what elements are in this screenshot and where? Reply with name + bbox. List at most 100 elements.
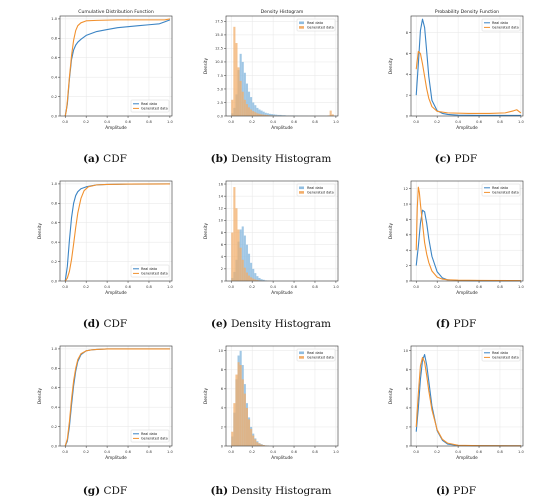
plot-frame bbox=[225, 345, 339, 447]
series-line-real bbox=[415, 18, 521, 117]
y-tick-label: 10 bbox=[403, 349, 408, 353]
x-tick-label: 0.8 bbox=[497, 120, 503, 124]
histogram-bar-generated bbox=[266, 115, 269, 116]
y-tick-label: 0.0 bbox=[51, 444, 57, 448]
chart-svg-a: 0.0 0.2 0.4 0.6 0.8 1.0 0.0 0.2 0.4 0.6 0.8 1.0 Ampl… bbox=[51, 9, 173, 130]
histogram-bar-real bbox=[245, 244, 248, 281]
histogram-bar-generated bbox=[264, 114, 267, 116]
legend-label-real: Real data bbox=[307, 351, 323, 355]
x-tick-label: 1.0 bbox=[333, 285, 339, 289]
histogram-bar-real bbox=[283, 115, 286, 116]
plot-frame bbox=[410, 345, 524, 447]
x-tick-label: 0.4 bbox=[270, 285, 276, 289]
legend-label-real: Real data bbox=[492, 21, 508, 25]
histogram-bar-generated bbox=[239, 365, 242, 446]
chart-panel-a: 0.0 0.2 0.4 0.6 0.8 1.0 0.0 0.2 0.4 0.6 0.8 1.0 Ampl… bbox=[35, 4, 175, 140]
x-tick-label: 1.0 bbox=[518, 285, 524, 289]
caption-h: (h) Density Histogram bbox=[201, 485, 341, 497]
histogram-bar-generated bbox=[256, 442, 259, 446]
x-tick-label: 1.0 bbox=[518, 450, 524, 454]
x-tick-label: 0.8 bbox=[497, 285, 503, 289]
y-tick-label: 1.0 bbox=[51, 182, 57, 186]
legend-label-real: Real data bbox=[141, 267, 157, 271]
histogram-bar-real bbox=[247, 253, 251, 281]
y-tick-label: 2 bbox=[406, 425, 408, 429]
caption-f: (f) PDF bbox=[386, 318, 526, 330]
legend-label-generated: Generated data bbox=[141, 437, 168, 441]
y-axis-label: Density bbox=[388, 58, 393, 74]
x-tick-label: 0.0 bbox=[413, 450, 419, 454]
histogram-bar-real bbox=[252, 102, 255, 116]
legend-label-generated: Generated data bbox=[307, 191, 334, 195]
histogram-bar-real bbox=[258, 277, 261, 281]
y-tick-label: 0.2 bbox=[51, 260, 57, 264]
histogram-bar-real bbox=[271, 114, 274, 116]
x-tick-label: 0.6 bbox=[476, 120, 482, 124]
y-tick-label: 0 bbox=[406, 279, 409, 283]
x-tick-label: 0.0 bbox=[228, 120, 234, 124]
histogram-bar-real bbox=[245, 83, 248, 116]
y-tick-label: 2 bbox=[406, 93, 408, 97]
y-tick-label: 0 bbox=[406, 114, 409, 118]
chart-svg-g: 0.0 0.2 0.4 0.6 0.8 1.0 0.0 0.2 0.4 0.6 0.8 1.0 Ampl… bbox=[37, 345, 173, 460]
legend-box bbox=[130, 99, 170, 113]
y-tick-label: 8 bbox=[221, 231, 224, 235]
y-tick-label: 8 bbox=[406, 368, 409, 372]
caption-letter: (g) bbox=[82, 485, 101, 497]
x-tick-label: 0.0 bbox=[62, 120, 68, 124]
histogram-bar-real bbox=[243, 72, 246, 116]
legend-label-real: Real data bbox=[492, 351, 508, 355]
x-tick-label: 0.4 bbox=[104, 450, 110, 454]
histogram-bar-generated bbox=[245, 407, 248, 446]
x-tick-label: 0.8 bbox=[146, 120, 152, 124]
histogram-bar-generated bbox=[237, 229, 240, 281]
histogram-bar-generated bbox=[247, 107, 251, 116]
legend-box bbox=[296, 348, 336, 362]
y-tick-label: 6 bbox=[406, 387, 409, 391]
y-tick-label: 4 bbox=[221, 406, 224, 410]
x-tick-label: 1.0 bbox=[333, 120, 339, 124]
caption-letter: (c) bbox=[434, 153, 452, 165]
histogram-bar-generated bbox=[247, 419, 251, 446]
chart-panel-g: 0.0 0.2 0.4 0.6 0.8 1.0 0.0 0.2 0.4 0.6 0.8 1.0 Ampl… bbox=[35, 334, 175, 470]
caption-text: Density Histogram bbox=[230, 318, 331, 330]
x-tick-label: 0.8 bbox=[146, 450, 152, 454]
caption-letter: (e) bbox=[210, 318, 228, 330]
x-tick-label: 0.0 bbox=[228, 285, 234, 289]
x-tick-label: 0.2 bbox=[434, 285, 440, 289]
legend-box bbox=[481, 183, 521, 197]
histogram-bar-real bbox=[250, 262, 253, 281]
x-tick-label: 0.2 bbox=[83, 120, 89, 124]
chart-panel-f: 0.0 0.2 0.4 0.6 0.8 1.0 0 2 4 6 8 10 12 Amplitude Dens… bbox=[386, 169, 526, 305]
x-axis-label: Amplitude bbox=[105, 125, 127, 130]
y-axis-label: Density bbox=[388, 223, 393, 239]
x-tick-label: 1.0 bbox=[518, 120, 524, 124]
legend-box bbox=[130, 429, 170, 443]
legend-label-real: Real data bbox=[492, 186, 508, 190]
y-tick-label: 0.0 bbox=[217, 114, 223, 118]
chart-title: Cumulative Distribution Function bbox=[78, 9, 154, 15]
histogram-bar-generated bbox=[233, 187, 236, 281]
y-tick-label: 2 bbox=[221, 267, 223, 271]
x-tick-label: 0.8 bbox=[312, 450, 318, 454]
caption-text: PDF bbox=[454, 153, 478, 165]
histogram-bar-generated bbox=[237, 67, 240, 116]
chart-panel-i: 0.0 0.2 0.4 0.6 0.8 1.0 0 2 4 6 8 10 Amplitude Densit… bbox=[386, 334, 526, 470]
histogram-bar-generated bbox=[252, 111, 255, 116]
legend-swatch-real bbox=[299, 186, 304, 190]
histogram-bar-generated bbox=[258, 113, 261, 116]
histogram-bar-real bbox=[264, 280, 267, 281]
x-tick-label: 0.6 bbox=[125, 120, 131, 124]
x-tick-label: 0.2 bbox=[249, 120, 255, 124]
histogram-bar-generated bbox=[231, 232, 234, 281]
histogram-bar-generated bbox=[254, 279, 257, 281]
x-tick-label: 0.2 bbox=[434, 120, 440, 124]
histogram-bar-real bbox=[281, 115, 284, 116]
x-axis-label: Amplitude bbox=[456, 455, 478, 460]
legend-box bbox=[296, 18, 336, 32]
x-tick-label: 0.0 bbox=[413, 120, 419, 124]
x-tick-label: 0.6 bbox=[476, 285, 482, 289]
histogram-bar-generated bbox=[235, 43, 238, 117]
